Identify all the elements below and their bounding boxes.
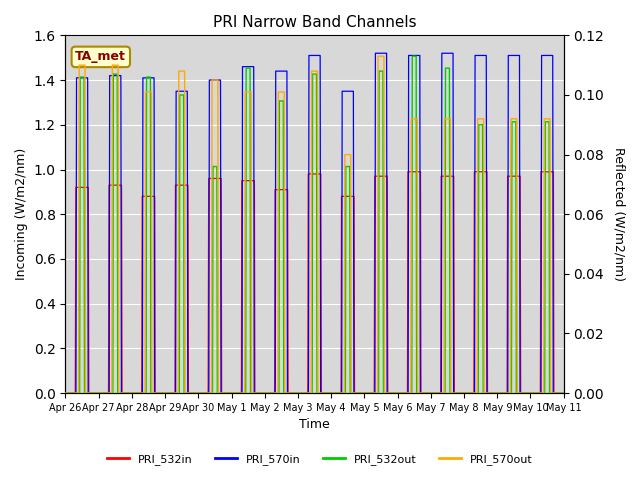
Y-axis label: Reflected (W/m2/nm): Reflected (W/m2/nm) [612, 147, 625, 281]
Title: PRI Narrow Band Channels: PRI Narrow Band Channels [212, 15, 417, 30]
Legend: PRI_532in, PRI_570in, PRI_532out, PRI_570out: PRI_532in, PRI_570in, PRI_532out, PRI_57… [102, 450, 538, 469]
Y-axis label: Incoming (W/m2/nm): Incoming (W/m2/nm) [15, 148, 28, 280]
Text: TA_met: TA_met [76, 50, 126, 63]
X-axis label: Time: Time [299, 419, 330, 432]
